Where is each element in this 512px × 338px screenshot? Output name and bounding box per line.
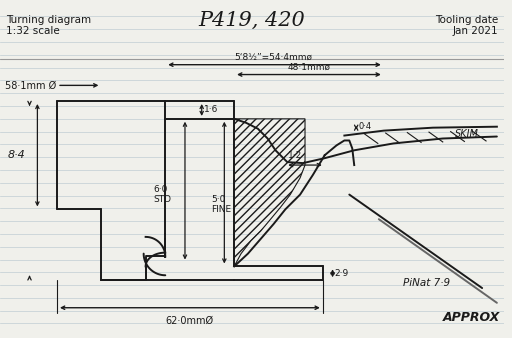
Text: 5‘8½”=54·4mmø: 5‘8½”=54·4mmø	[234, 53, 312, 62]
Text: 0·4: 0·4	[358, 122, 371, 131]
Text: 1·6: 1·6	[204, 105, 218, 115]
Text: APPROX: APPROX	[443, 311, 500, 324]
Text: 62·0mmØ: 62·0mmØ	[166, 316, 214, 325]
Text: SKIM: SKIM	[455, 128, 478, 139]
Text: 1:32 scale: 1:32 scale	[6, 26, 60, 36]
Text: 58·1mm Ø: 58·1mm Ø	[5, 80, 56, 90]
Text: 48·1mmø: 48·1mmø	[287, 63, 330, 72]
Text: 2·9: 2·9	[334, 269, 349, 278]
Text: 6·0
STD: 6·0 STD	[154, 185, 172, 204]
Text: 5·0
FINE: 5·0 FINE	[211, 195, 231, 214]
Text: PiNat 7·9: PiNat 7·9	[403, 278, 451, 288]
Text: 1·2: 1·2	[288, 151, 303, 160]
Text: Tooling date: Tooling date	[435, 15, 498, 25]
Text: 8·4: 8·4	[8, 150, 26, 160]
Text: Turning diagram: Turning diagram	[6, 15, 91, 25]
Text: Jan 2021: Jan 2021	[452, 26, 498, 36]
Text: P419, 420: P419, 420	[199, 10, 305, 30]
